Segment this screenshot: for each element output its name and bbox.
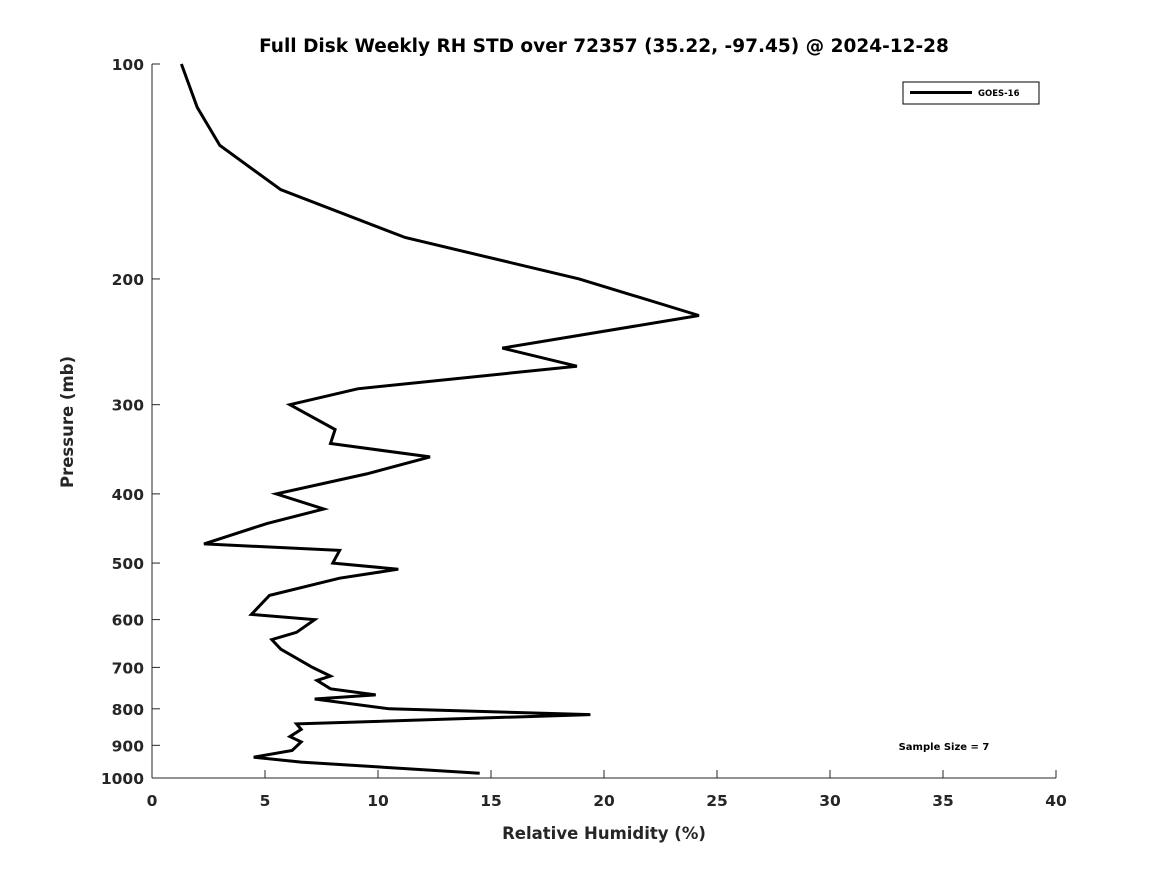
x-tick-label: 5 — [260, 792, 271, 810]
x-tick-label: 30 — [819, 792, 841, 810]
y-tick-label: 200 — [112, 271, 145, 289]
y-tick-label: 900 — [112, 737, 145, 755]
y-tick-label: 700 — [112, 659, 145, 677]
y-tick-label: 500 — [112, 555, 145, 573]
x-axis-ticks: 0 5 10 15 20 25 30 35 40 — [147, 770, 1067, 810]
y-tick-label: 300 — [112, 397, 145, 415]
y-axis-ticks: 100 200 300 400 500 600 700 800 900 1000 — [101, 56, 160, 788]
x-tick-label: 10 — [367, 792, 389, 810]
y-tick-label: 1000 — [101, 770, 144, 788]
legend-label-goes-16: GOES-16 — [978, 89, 1020, 99]
y-tick-label: 100 — [112, 56, 145, 74]
legend: GOES-16 — [902, 81, 1040, 105]
y-tick-label: 800 — [112, 701, 145, 719]
x-tick-label: 25 — [706, 792, 728, 810]
x-axis-label: Relative Humidity (%) — [502, 824, 706, 843]
sample-size-annotation: Sample Size = 7 — [899, 742, 990, 753]
x-tick-label: 15 — [480, 792, 502, 810]
y-tick-label: 400 — [112, 486, 145, 504]
chart-title: Full Disk Weekly RH STD over 72357 (35.2… — [259, 36, 949, 57]
x-tick-label: 40 — [1045, 792, 1067, 810]
y-axis-label: Pressure (mb) — [58, 356, 77, 488]
x-tick-label: 0 — [147, 792, 158, 810]
x-tick-label: 20 — [593, 792, 615, 810]
y-tick-label: 600 — [112, 612, 145, 630]
series-line-goes-16 — [179, 63, 700, 775]
x-tick-label: 35 — [932, 792, 954, 810]
